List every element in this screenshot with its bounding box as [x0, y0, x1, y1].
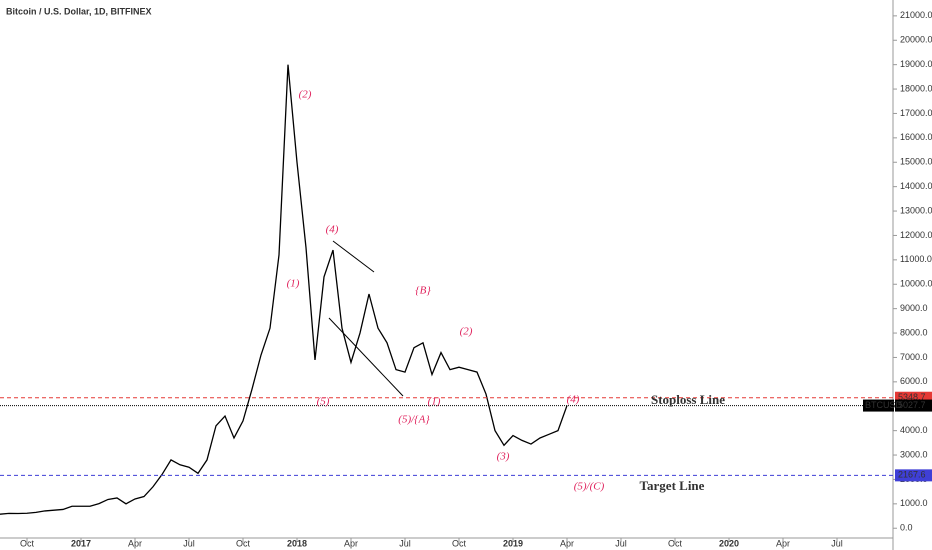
trend-line: [332, 240, 375, 273]
y-tick-label: 21000.0: [900, 10, 932, 20]
wave-label: (3): [497, 451, 510, 463]
x-tick-label: Apr: [776, 538, 790, 548]
price-line: [0, 64, 568, 515]
y-tick-label: 16000.0: [900, 132, 932, 142]
wave-label: (4): [567, 394, 580, 406]
x-tick-label: Oct: [668, 538, 683, 548]
y-tick-label: 1000.0: [900, 498, 928, 508]
y-tick-label: 15000.0: [900, 157, 932, 167]
price-label: 5348.7: [898, 392, 926, 402]
y-tick-label: 0.0: [900, 523, 913, 533]
x-tick-label: Apr: [560, 538, 574, 548]
y-tick-label: 4000.0: [900, 425, 928, 435]
level-name: Target Line: [640, 478, 705, 493]
wave-label: (5): [317, 396, 330, 408]
y-tick-label: 10000.0: [900, 279, 932, 289]
x-tick-label: Oct: [452, 538, 467, 548]
price-label-box: [895, 399, 932, 412]
x-tick-label: 2018: [287, 538, 307, 548]
y-tick-label: 7000.0: [900, 352, 928, 362]
y-tick-label: 18000.0: [900, 83, 932, 93]
y-tick-label: 11000.0: [900, 254, 932, 264]
y-tick-label: 20000.0: [900, 35, 932, 45]
x-tick-label: Jul: [183, 538, 195, 548]
wave-label: {B}: [415, 285, 431, 297]
x-tick-label: Jul: [615, 538, 627, 548]
trend-line: [328, 317, 404, 397]
x-tick-label: Jul: [399, 538, 411, 548]
wave-label: (4): [326, 224, 339, 236]
symbol-label: BTCUSD: [865, 400, 903, 410]
wave-label: (1): [428, 396, 441, 408]
y-tick-label: 17000.0: [900, 108, 932, 118]
x-tick-label: Jul: [831, 538, 843, 548]
price-label: 2167.6: [898, 470, 926, 480]
wave-label: (1): [287, 278, 300, 290]
y-tick-label: 6000.0: [900, 376, 928, 386]
level-name: Stoploss Line: [651, 392, 725, 407]
wave-label: (5)/{A}: [398, 414, 430, 426]
chart-title: Bitcoin / U.S. Dollar, 1D, BITFINEX: [6, 6, 152, 16]
wave-label: (5)/(C): [574, 481, 605, 493]
y-tick-label: 19000.0: [900, 59, 932, 69]
x-tick-label: Oct: [20, 538, 35, 548]
x-tick-label: 2017: [71, 538, 91, 548]
wave-label: (2): [299, 89, 312, 101]
x-tick-label: Apr: [344, 538, 358, 548]
y-tick-label: 12000.0: [900, 230, 932, 240]
y-tick-label: 9000.0: [900, 303, 928, 313]
y-tick-label: 8000.0: [900, 327, 928, 337]
x-tick-label: 2019: [503, 538, 523, 548]
x-tick-label: 2020: [719, 538, 739, 548]
y-tick-label: 13000.0: [900, 205, 932, 215]
price-label: 5027.7: [898, 400, 926, 410]
wave-label: (2): [460, 326, 473, 338]
x-tick-label: Oct: [236, 538, 251, 548]
y-tick-label: 3000.0: [900, 449, 928, 459]
price-label-box: [895, 469, 932, 482]
x-tick-label: Apr: [128, 538, 142, 548]
y-tick-label: 14000.0: [900, 181, 932, 191]
symbol-box: [863, 399, 894, 412]
